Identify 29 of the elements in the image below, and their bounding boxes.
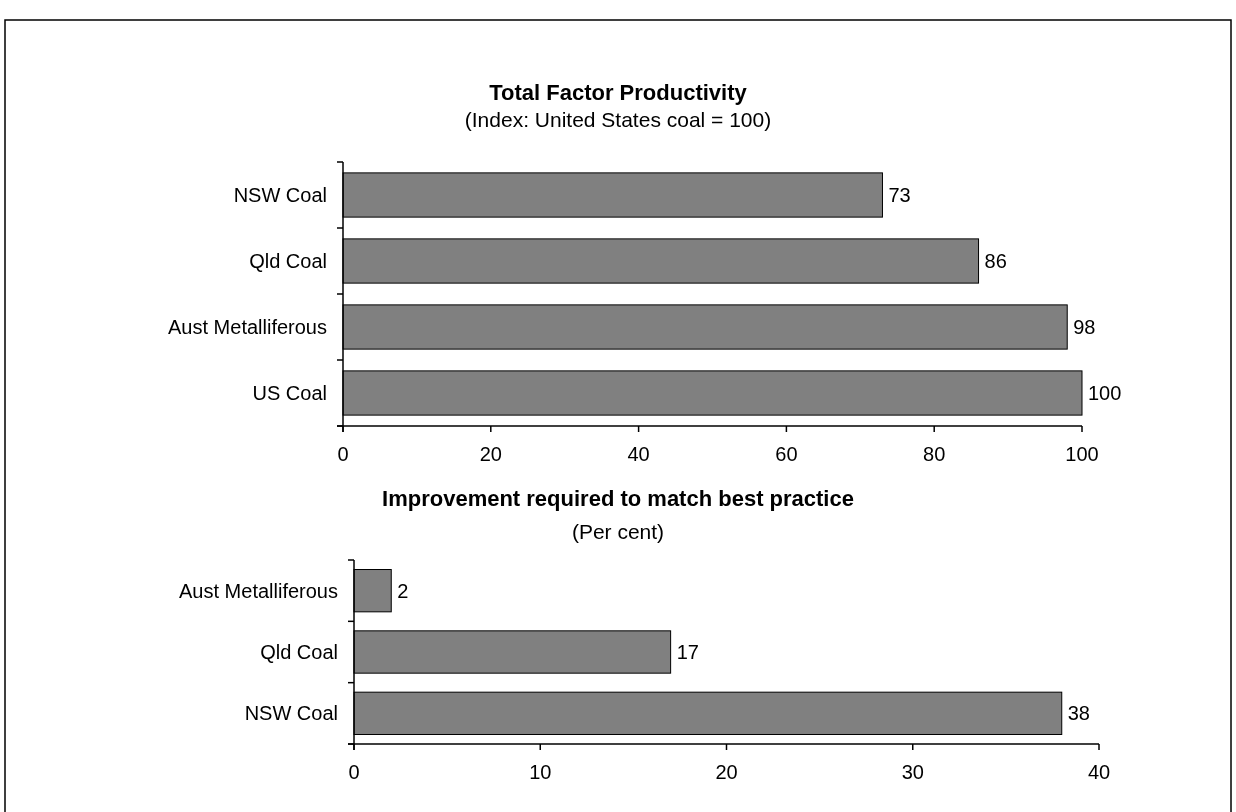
x-tick-label: 40 <box>1087 761 1111 783</box>
x-tick-label: 0 <box>348 761 360 783</box>
data-label: 38 <box>1067 702 1090 725</box>
chart-subtitle: (Per cent) <box>571 520 665 543</box>
y-tick-label: Aust Metalliferous <box>168 316 327 338</box>
y-tick-label: Aust Metalliferous <box>179 579 338 602</box>
y-tick-label: NSW Coal <box>233 184 327 206</box>
data-label: 98 <box>1073 316 1096 338</box>
x-tick-label: 30 <box>901 761 924 783</box>
chart-title: Improvement required to match best practice <box>382 486 854 511</box>
y-tick-label: US Coal <box>252 382 327 404</box>
x-tick-label: 20 <box>479 443 502 465</box>
x-tick-label: 10 <box>529 761 552 783</box>
x-tick-label: 100 <box>1065 443 1099 465</box>
x-tick-label: 80 <box>923 443 946 465</box>
data-label: 100 <box>1088 382 1122 404</box>
chart-subtitle: (Index: United States coal = 100) <box>464 108 772 131</box>
x-tick-label: 60 <box>775 443 798 465</box>
y-tick-label: NSW Coal <box>244 702 338 725</box>
y-tick-label: Qld Coal <box>260 641 338 663</box>
x-tick-label: 20 <box>715 761 738 783</box>
data-label: 17 <box>676 641 699 663</box>
data-label: 73 <box>888 184 911 206</box>
chart-title: Total Factor Productivity <box>489 80 748 105</box>
data-label: 2 <box>397 579 409 602</box>
y-tick-label: Qld Coal <box>249 250 327 272</box>
x-tick-label: 0 <box>337 443 349 465</box>
x-tick-label: 40 <box>627 443 650 465</box>
data-label: 86 <box>984 250 1007 272</box>
